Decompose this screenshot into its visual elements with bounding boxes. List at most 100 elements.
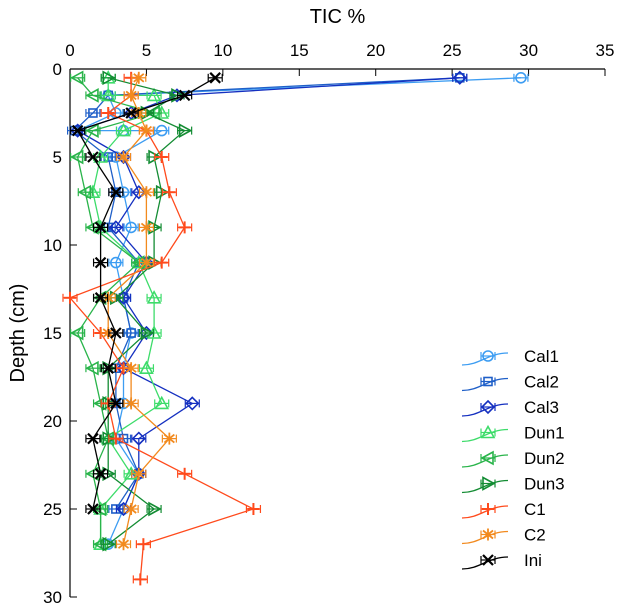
marker-shape <box>178 89 191 102</box>
data-point-dun2 <box>69 325 86 341</box>
data-point-c2 <box>161 432 177 445</box>
data-point-c2 <box>100 327 116 339</box>
data-point-cal3 <box>131 431 147 446</box>
legend-marker-cal3 <box>480 399 496 415</box>
data-point-cal1 <box>513 72 529 84</box>
data-point-cal1 <box>154 124 170 137</box>
marker-shape <box>69 149 84 165</box>
marker-shape <box>515 72 527 84</box>
data-point-dun1 <box>115 122 132 137</box>
marker-shape <box>133 469 145 479</box>
data-point-c1 <box>135 538 151 551</box>
legend-label: Cal3 <box>524 398 559 417</box>
data-point-dun2 <box>69 70 86 86</box>
data-point-c1 <box>161 186 177 199</box>
marker-shape <box>85 88 99 103</box>
marker-shape <box>125 398 137 409</box>
data-point-dun2 <box>85 360 101 376</box>
marker-shape <box>133 108 145 118</box>
data-point-ini <box>108 397 124 410</box>
legend-item-c2: C2 <box>461 526 546 545</box>
marker-shape <box>85 123 99 138</box>
y-tick-label: 10 <box>43 236 62 255</box>
marker-shape <box>148 501 162 517</box>
data-point-dun3 <box>177 123 193 138</box>
data-point-c1 <box>245 503 262 515</box>
data-point-dun2 <box>77 184 93 200</box>
marker-shape <box>140 222 152 233</box>
marker-shape <box>209 72 221 84</box>
series-line-cal2 <box>73 77 460 510</box>
legend-label: Dun3 <box>524 475 565 494</box>
marker-shape <box>110 256 122 269</box>
legend-marker-dun1 <box>480 424 496 439</box>
legend-marker-dun2 <box>480 450 496 466</box>
data-point-ini <box>108 186 124 198</box>
marker-shape <box>482 350 494 362</box>
series-line-dun2 <box>76 77 157 545</box>
marker-shape <box>126 328 136 338</box>
data-point-dun2 <box>85 88 101 103</box>
marker-shape <box>154 395 170 410</box>
marker-shape <box>482 476 496 491</box>
marker-shape <box>185 396 200 411</box>
data-point-c2 <box>131 71 147 84</box>
x-tick-label: 25 <box>443 41 462 60</box>
legend-marker-cal2 <box>480 376 496 387</box>
legend-item-dun2: Dun2 <box>461 449 565 468</box>
marker-shape <box>77 184 92 200</box>
data-point-c2 <box>131 467 147 480</box>
marker-shape <box>163 433 175 444</box>
legend-item-c1: C1 <box>461 500 546 519</box>
legend-label: Dun1 <box>524 424 565 443</box>
x-tick-label: 5 <box>142 41 151 60</box>
series-ini <box>70 72 223 515</box>
marker-shape <box>480 399 496 415</box>
marker-shape <box>117 152 130 162</box>
data-point-c2 <box>115 151 132 163</box>
legend-label: Ini <box>524 551 542 570</box>
data-point-c1 <box>132 573 148 586</box>
marker-shape <box>102 536 116 552</box>
data-point-c1 <box>177 467 193 480</box>
data-point-c2 <box>131 107 147 119</box>
marker-shape <box>108 220 123 235</box>
data-point-c2 <box>123 362 139 375</box>
marker-shape <box>102 293 114 303</box>
y-tick-label: 30 <box>43 588 62 607</box>
marker-shape <box>117 539 130 549</box>
marker-shape <box>87 503 99 515</box>
legend-marker-dun3 <box>480 476 496 491</box>
data-point-dun3 <box>100 536 116 552</box>
data-point-dun1 <box>146 290 162 304</box>
y-axis-title: Depth (cm) <box>7 284 29 383</box>
legend-label: C2 <box>524 526 546 545</box>
marker-shape <box>140 325 155 341</box>
data-point-ini <box>207 72 223 84</box>
y-tick-label: 15 <box>43 324 62 343</box>
marker-shape <box>483 376 493 387</box>
legend-line <box>461 377 509 392</box>
data-point-cal1 <box>123 221 139 234</box>
data-point-cal1 <box>108 256 124 269</box>
legend-item-cal2: Cal2 <box>461 373 559 392</box>
legend-item-cal3: Cal3 <box>461 398 559 417</box>
legend-item-dun3: Dun3 <box>461 475 565 494</box>
marker-shape <box>131 431 146 446</box>
legend-marker-cal1 <box>480 350 496 362</box>
data-point-c2 <box>138 186 155 199</box>
series-line-dun3 <box>107 77 186 545</box>
series-cal3 <box>70 70 468 517</box>
legend-marker-ini <box>480 554 496 566</box>
data-point-c1 <box>108 432 124 445</box>
marker-shape <box>94 468 107 480</box>
marker-shape <box>69 70 84 86</box>
marker-shape <box>87 432 99 445</box>
data-point-c1 <box>177 221 193 234</box>
marker-shape <box>480 424 496 439</box>
legend-line <box>461 479 509 494</box>
x-axis-title: TIC % <box>310 6 366 28</box>
marker-shape <box>146 290 162 304</box>
y-tick-label: 0 <box>53 60 62 79</box>
